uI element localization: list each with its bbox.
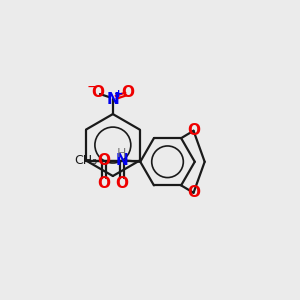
Text: H: H: [117, 147, 126, 160]
Text: −: −: [87, 80, 98, 94]
Text: O: O: [115, 176, 128, 191]
Text: +: +: [114, 89, 123, 99]
Text: O: O: [187, 123, 200, 138]
Text: CH₃: CH₃: [75, 154, 98, 167]
Text: O: O: [98, 176, 110, 191]
Text: N: N: [106, 92, 119, 107]
Text: O: O: [98, 153, 110, 168]
Text: O: O: [187, 185, 200, 200]
Text: O: O: [122, 85, 135, 100]
Text: N: N: [115, 153, 128, 168]
Text: O: O: [91, 85, 104, 100]
